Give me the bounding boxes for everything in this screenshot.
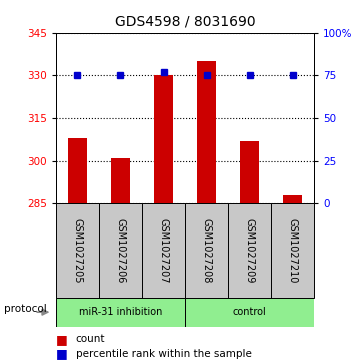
Bar: [56, 298, 185, 327]
Bar: [68, 138, 87, 203]
Text: ■: ■: [56, 347, 68, 360]
Bar: [142, 203, 185, 298]
Bar: [240, 141, 259, 203]
Bar: [99, 203, 142, 298]
Bar: [185, 298, 314, 327]
Bar: [185, 203, 228, 298]
Text: GSM1027208: GSM1027208: [201, 218, 212, 283]
Bar: [271, 203, 314, 298]
Text: control: control: [233, 307, 266, 317]
Title: GDS4598 / 8031690: GDS4598 / 8031690: [115, 15, 255, 29]
Text: ■: ■: [56, 333, 68, 346]
Bar: [56, 203, 99, 298]
Bar: [154, 75, 173, 203]
Bar: [111, 158, 130, 203]
Text: GSM1027205: GSM1027205: [73, 218, 82, 283]
Text: percentile rank within the sample: percentile rank within the sample: [76, 349, 252, 359]
Text: GSM1027209: GSM1027209: [244, 218, 255, 283]
Bar: [228, 203, 271, 298]
Bar: [197, 61, 216, 203]
Text: GSM1027210: GSM1027210: [288, 218, 297, 283]
Text: protocol: protocol: [4, 303, 46, 314]
Bar: [283, 195, 302, 203]
Text: miR-31 inhibition: miR-31 inhibition: [79, 307, 162, 317]
Text: count: count: [76, 334, 105, 344]
Text: GSM1027206: GSM1027206: [116, 218, 126, 283]
Text: GSM1027207: GSM1027207: [158, 218, 169, 283]
